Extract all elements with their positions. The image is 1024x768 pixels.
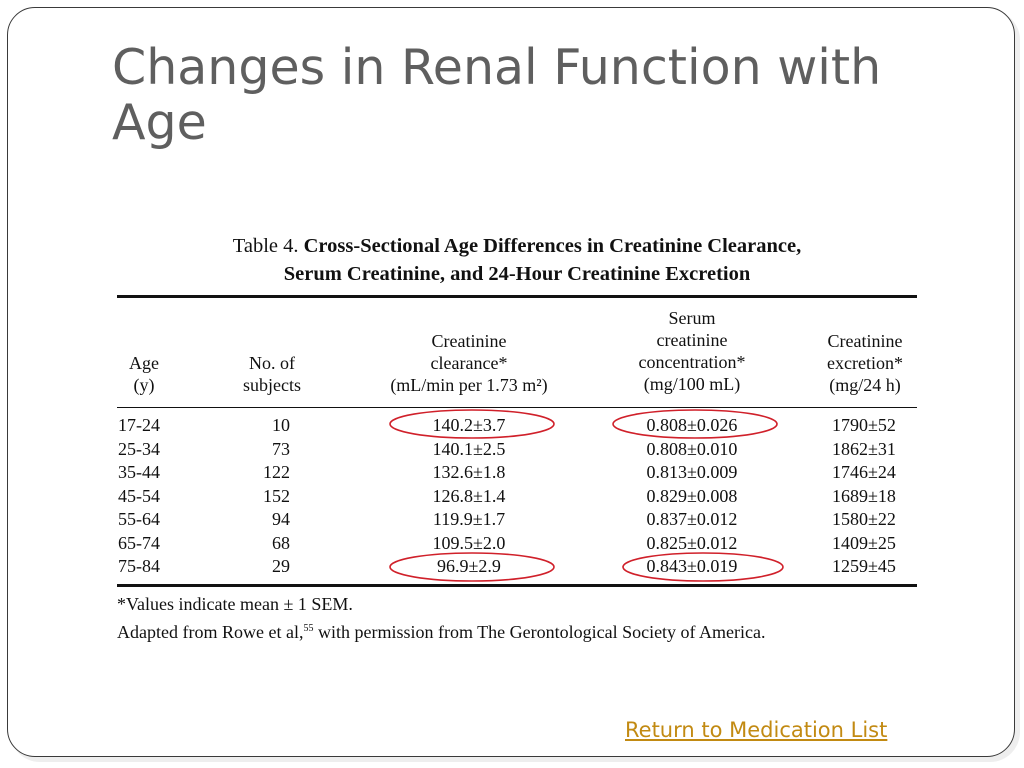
table-figure: Table 4. Cross-Sectional Age Differences… <box>114 232 920 642</box>
table-footnote-source: Adapted from Rowe et al,55 with permissi… <box>117 617 927 644</box>
table-row: 17-24 10 140.2±3.7 0.808±0.026 1790±52 <box>114 414 920 437</box>
cell-age: 75-84 <box>118 556 160 576</box>
cell-age: 55-64 <box>118 509 160 529</box>
cell-serum: 0.813±0.009 <box>646 462 738 482</box>
footnote-source-end: with permission from The Gerontological … <box>313 622 766 642</box>
table-row: 35-44 122 132.6±1.8 0.813±0.009 1746±24 <box>114 461 920 484</box>
cell-clearance: 132.6±1.8 <box>432 462 506 482</box>
cell-age: 35-44 <box>118 462 160 482</box>
cell-subjects: 73 <box>272 438 290 459</box>
cell-excretion: 1580±22 <box>832 509 896 529</box>
cell-subjects: 122 <box>263 462 290 482</box>
slide-title: Changes in Renal Function with Age <box>112 39 882 151</box>
table-caption-line-1: Cross-Sectional Age Differences in Creat… <box>303 235 802 257</box>
cell-serum: 0.843±0.019 <box>646 556 738 576</box>
cell-subjects: 10 <box>272 415 290 435</box>
table-row: 45-54 152 126.8±1.4 0.829±0.008 1689±18 <box>114 485 920 508</box>
footnote-source-start: Adapted from Rowe et al, <box>117 622 304 642</box>
cell-age: 45-54 <box>118 485 160 506</box>
table-header-rule <box>117 407 917 409</box>
header-excretion: Creatinine excretion* (mg/24 h) <box>827 331 903 395</box>
table-row: 55-64 94 119.9±1.7 0.837±0.012 1580±22 <box>114 508 920 531</box>
header-age: Age (y) <box>129 353 159 395</box>
cell-serum: 0.808±0.026 <box>646 415 738 435</box>
cell-clearance: 96.9±2.9 <box>437 556 501 576</box>
cell-clearance: 140.2±3.7 <box>432 415 506 435</box>
header-subjects: No. of subjects <box>243 353 301 395</box>
slide-frame <box>7 7 1015 757</box>
cell-serum: 0.825±0.012 <box>646 532 738 553</box>
cell-age: 25-34 <box>118 438 160 459</box>
cell-excretion: 1790±52 <box>832 415 896 435</box>
table-row: 25-34 73 140.1±2.5 0.808±0.010 1862±31 <box>114 438 920 461</box>
cell-excretion: 1862±31 <box>832 438 896 459</box>
cell-subjects: 94 <box>272 509 290 529</box>
footnote-reference-number: 55 <box>303 623 314 634</box>
cell-subjects: 68 <box>272 532 290 553</box>
table-row: 65-74 68 109.5±2.0 0.825±0.012 1409±25 <box>114 532 920 555</box>
cell-subjects: 152 <box>263 485 290 506</box>
cell-clearance: 109.5±2.0 <box>432 532 506 553</box>
table-caption-line-2: Serum Creatinine, and 24-Hour Creatinine… <box>283 263 751 285</box>
cell-excretion: 1259±45 <box>832 556 896 576</box>
cell-age: 17-24 <box>118 415 160 435</box>
table-footnote-sem: *Values indicate mean ± 1 SEM. <box>117 594 353 614</box>
return-to-medication-list-link[interactable]: Return to Medication List <box>625 718 888 742</box>
table-caption: Table 4. Cross-Sectional Age Differences… <box>114 232 920 288</box>
cell-excretion: 1689±18 <box>832 485 896 506</box>
cell-serum: 0.829±0.008 <box>646 485 738 506</box>
cell-clearance: 140.1±2.5 <box>432 438 506 459</box>
cell-subjects: 29 <box>272 556 290 576</box>
cell-serum: 0.808±0.010 <box>646 438 738 459</box>
cell-excretion: 1409±25 <box>832 532 896 553</box>
cell-clearance: 126.8±1.4 <box>432 485 506 506</box>
cell-serum: 0.837±0.012 <box>646 509 738 529</box>
cell-clearance: 119.9±1.7 <box>432 509 506 529</box>
table-bottom-rule <box>117 584 917 587</box>
cell-age: 65-74 <box>118 532 160 553</box>
table-row: 75-84 29 96.9±2.9 0.843±0.019 1259±45 <box>114 555 920 578</box>
table-top-rule <box>117 295 917 298</box>
header-clearance: Creatinine clearance* (mL/min per 1.73 m… <box>390 331 548 395</box>
cell-excretion: 1746±24 <box>832 462 896 482</box>
table-caption-label: Table 4. <box>232 235 299 257</box>
header-serum: Serum creatinine concentration* (mg/100 … <box>638 308 746 394</box>
